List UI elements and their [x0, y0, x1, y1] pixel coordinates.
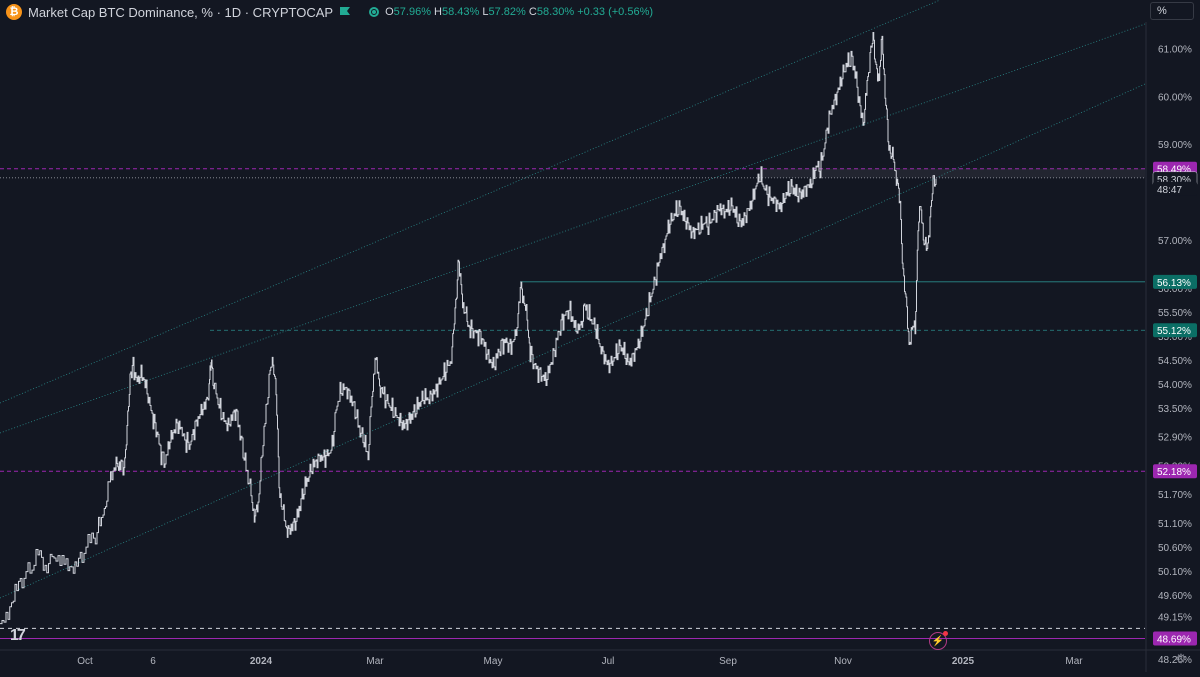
range-box — [760, 168, 1145, 178]
x-axis-tick-label: 2025 — [952, 656, 975, 667]
y-axis-tick-label: 48.26% — [1158, 655, 1192, 666]
x-axis-tick-label: Mar — [366, 656, 384, 667]
channel-line — [0, 83, 1146, 599]
bitcoin-logo-icon: ₿ — [6, 4, 22, 20]
close-label: C — [528, 6, 537, 18]
y-axis-tick-label: 51.70% — [1158, 490, 1192, 501]
flag-icon[interactable] — [339, 6, 351, 18]
x-axis-tick-label: Sep — [719, 656, 737, 667]
high-value: 58.43% — [442, 6, 480, 18]
y-axis-tick-label: 51.10% — [1158, 519, 1192, 530]
price-label: 56.13% — [1157, 278, 1191, 289]
close-value: 58.30% — [536, 6, 575, 18]
y-axis-tick-label: 56.00% — [1158, 284, 1192, 295]
y-axis-tick-label: 50.10% — [1158, 567, 1192, 578]
y-axis-tick-label: 59.00% — [1158, 140, 1192, 151]
symbol-legend: ₿ Market Cap BTC Dominance, % · 1D · CRY… — [6, 3, 653, 21]
lightning-icon[interactable]: ⚡ — [929, 631, 948, 650]
price-label: 58.30% — [1157, 175, 1191, 186]
price-label-box — [1153, 464, 1197, 479]
ohlc-values: O57.96% H58.43% L57.82% C58.30% +0.33 (+… — [385, 6, 653, 18]
price-label: 55.12% — [1157, 326, 1191, 337]
y-axis-tick-label: 61.00% — [1158, 44, 1192, 55]
y-axis-tick-label: 55.00% — [1158, 332, 1192, 343]
y-axis-tick-label: 50.60% — [1158, 543, 1192, 554]
price-label: 52.18% — [1157, 467, 1191, 478]
market-status-icon — [369, 7, 380, 17]
open-value: 57.96% — [393, 6, 431, 18]
x-axis-tick-label: Nov — [834, 656, 852, 667]
x-axis-tick-label: Oct — [77, 656, 93, 667]
settings-icon[interactable]: ⚙ — [1175, 651, 1187, 666]
unit-button[interactable]: % — [1150, 2, 1194, 20]
price-label-box — [1153, 631, 1197, 646]
y-axis-tick-label: 54.50% — [1158, 356, 1192, 367]
price-label: 48:47 — [1157, 185, 1182, 196]
y-axis-tick-label: 57.00% — [1158, 236, 1192, 247]
y-axis-tick-label: 49.15% — [1158, 612, 1192, 623]
open-label: O — [385, 6, 394, 18]
tradingview-logo-icon[interactable]: 17 — [10, 627, 26, 644]
channel-line — [0, 0, 941, 404]
y-axis-tick-label: 55.50% — [1158, 308, 1192, 319]
low-label: L — [482, 6, 489, 18]
price-label: 58.49% — [1157, 165, 1191, 176]
y-axis-tick-label: 54.00% — [1158, 380, 1192, 391]
high-label: H — [434, 6, 442, 18]
x-axis-tick-label: Mar — [1065, 656, 1083, 667]
price-label-box — [1153, 274, 1197, 289]
y-axis-tick-label: 52.90% — [1158, 433, 1192, 444]
price-label-box — [1153, 323, 1197, 338]
channel-line — [0, 23, 1146, 434]
price-label-box — [1153, 181, 1197, 196]
price-label: 48.69% — [1157, 634, 1191, 645]
y-axis-tick-label: 53.50% — [1158, 404, 1192, 415]
x-axis-tick-label: 6 — [150, 656, 156, 667]
price-line — [0, 31, 937, 625]
y-axis-tick-label: 49.60% — [1158, 591, 1192, 602]
change-value: +0.33 (+0.56%) — [577, 6, 654, 18]
x-axis-tick-label: Jul — [602, 656, 615, 667]
symbol-title[interactable]: Market Cap BTC Dominance, % · 1D · CRYPT… — [28, 4, 334, 20]
x-axis-tick-label: May — [484, 656, 503, 667]
x-axis-tick-label: 2024 — [250, 656, 273, 667]
y-axis-tick-label: 60.00% — [1158, 92, 1192, 103]
low-value: 57.82% — [488, 6, 526, 18]
